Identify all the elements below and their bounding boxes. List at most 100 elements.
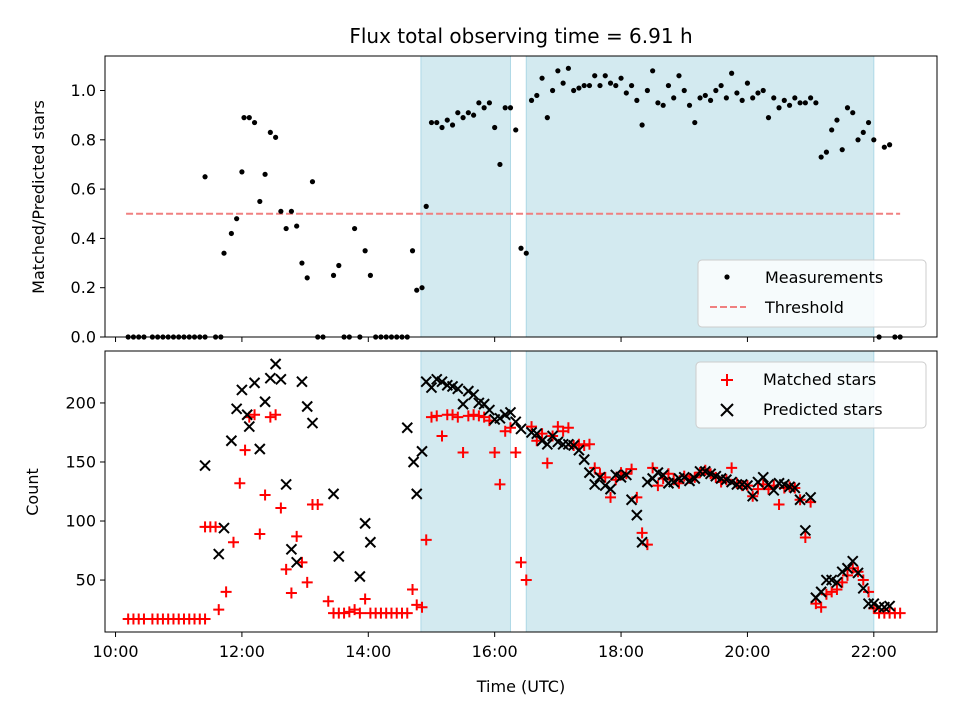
- matched-star-point: [626, 463, 638, 475]
- matched-star-point: [213, 604, 225, 616]
- measurement-point: [676, 73, 682, 79]
- measurement-point: [755, 90, 761, 96]
- predicted-star-point: [841, 562, 854, 574]
- predicted-star-point: [327, 488, 340, 500]
- panel-ratio: 0.0 0.2 0.4 0.6 0.8 1.0 Flux total observing …: [29, 24, 938, 347]
- matched-star-point: [752, 483, 764, 495]
- measurement-point: [278, 208, 284, 214]
- legend-threshold-label: Threshold: [764, 298, 844, 317]
- y-tick-label: 50: [76, 571, 96, 590]
- matched-star-point: [280, 563, 292, 575]
- measurement-point: [850, 110, 856, 116]
- x-tick-label: 12:00: [219, 642, 265, 661]
- predicted-star-point: [248, 377, 261, 389]
- legend-predicted-marker: [720, 403, 734, 417]
- matched-star-point: [220, 586, 232, 598]
- measurement-point: [660, 102, 666, 108]
- measurement-point: [734, 90, 740, 96]
- matched-star-point: [259, 489, 271, 501]
- measurement-point: [707, 97, 714, 103]
- predicted-star-point: [230, 403, 243, 415]
- measurement-point: [829, 127, 835, 133]
- measurement-point: [423, 203, 429, 209]
- predicted-star-point: [483, 404, 496, 416]
- measurement-point: [241, 115, 247, 121]
- y-tick-label: 100: [65, 512, 96, 531]
- measurement-point: [692, 119, 698, 126]
- matched-star-point: [857, 574, 869, 586]
- measurement-point: [202, 174, 208, 180]
- matched-star-point: [431, 410, 443, 422]
- chart-title: Flux total observing time = 6.91 h: [349, 24, 692, 48]
- matched-star-point: [510, 447, 522, 459]
- predicted-star-point: [668, 476, 680, 488]
- predicted-star-point: [306, 417, 319, 429]
- measurement-point: [234, 216, 240, 222]
- measurement-point: [497, 161, 503, 168]
- predicted-star-point: [457, 398, 469, 410]
- matched-star-point: [338, 607, 350, 619]
- measurement-point: [802, 100, 808, 106]
- measurement-point: [409, 248, 416, 254]
- measurement-point: [586, 82, 593, 89]
- measurement-point: [792, 95, 798, 101]
- predicted-star-point: [467, 388, 480, 401]
- measurement-point: [534, 92, 540, 99]
- measurement-point: [221, 250, 227, 256]
- measurement-point: [228, 230, 234, 237]
- measurement-point: [262, 171, 268, 177]
- measurement-point: [628, 82, 635, 89]
- measurement-point: [294, 223, 300, 229]
- matched-star-point: [354, 607, 366, 619]
- measurement-point: [288, 208, 295, 214]
- measurement-point: [634, 97, 640, 103]
- top-legend: Measurements Threshold: [697, 259, 927, 328]
- measurement-point: [618, 75, 624, 81]
- measurement-point: [855, 137, 861, 143]
- measurement-point: [581, 82, 587, 89]
- measurement-point: [665, 82, 672, 89]
- x-tick-label: 18:00: [598, 642, 644, 661]
- matched-star-point: [526, 421, 538, 433]
- matched-star-point: [312, 498, 324, 510]
- measurement-point: [362, 248, 368, 254]
- matched-star-point: [468, 409, 480, 421]
- measurement-point: [781, 97, 787, 103]
- y-tick-label: 0.6: [71, 180, 96, 199]
- x-tick-label: 20:00: [724, 642, 770, 661]
- predicted-star-point: [280, 478, 292, 491]
- predicted-star-point: [641, 476, 654, 488]
- predicted-star-point: [236, 384, 248, 396]
- matched-star-point: [264, 411, 276, 423]
- observing-interval-shade: [420, 350, 511, 633]
- measurement-point: [367, 272, 373, 278]
- predicted-star-point: [531, 427, 543, 440]
- bottom-legend: Matched stars Predicted stars: [695, 361, 927, 429]
- measurement-point: [597, 82, 603, 89]
- legend-predicted-label: Predicted stars: [763, 400, 883, 419]
- matched-star-point: [285, 587, 297, 599]
- predicted-star-point: [794, 494, 806, 506]
- x-tick-label: 10:00: [92, 642, 138, 661]
- measurement-point: [823, 149, 830, 155]
- measurement-point: [267, 129, 273, 136]
- predicted-star-point: [243, 420, 255, 433]
- predicted-star-point: [836, 566, 848, 578]
- legend-matched-label: Matched stars: [763, 370, 876, 389]
- matched-star-point: [815, 601, 827, 613]
- measurement-point: [565, 65, 571, 71]
- measurement-point: [419, 285, 425, 291]
- matched-star-point: [291, 530, 303, 542]
- measurement-point: [476, 100, 482, 106]
- predicted-star-point: [746, 490, 759, 502]
- predicted-star-point: [757, 471, 769, 484]
- predicted-star-point: [625, 494, 638, 506]
- measurement-point: [713, 87, 719, 94]
- matched-star-point: [636, 527, 648, 539]
- predicted-star-point: [847, 555, 859, 567]
- measurement-point: [518, 245, 524, 251]
- measurement-point: [797, 100, 803, 106]
- measurement-point: [465, 110, 471, 116]
- measurement-point: [881, 144, 887, 150]
